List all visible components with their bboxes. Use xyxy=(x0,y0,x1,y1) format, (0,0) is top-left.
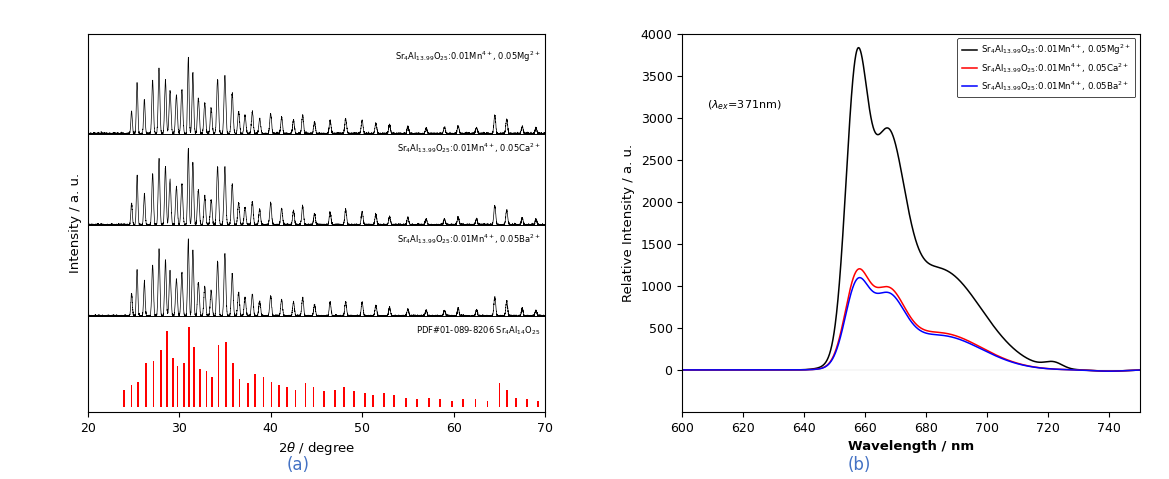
Bar xyxy=(416,399,417,407)
Sr$_4$Al$_{13.99}$O$_{25}$:0.01Mn$^{4+}$, 0.05Ca$^{2+}$ xyxy=(852,266,866,272)
Bar xyxy=(372,395,374,407)
Bar xyxy=(506,390,507,407)
Sr$_4$Al$_{13.99}$O$_{25}$:0.01Mn$^{4+}$, 0.05Ca$^{2+}$ xyxy=(676,367,690,373)
X-axis label: 2$\theta$ / degree: 2$\theta$ / degree xyxy=(278,440,355,457)
Sr$_4$Al$_{13.99}$O$_{25}$:0.01Mn$^{4+}$, 0.05Ba$^{2+}$ xyxy=(1102,368,1116,374)
Sr$_4$Al$_{13.99}$O$_{25}$:0.01Mn$^{4+}$, 0.05Ba$^{2+}$ xyxy=(1133,367,1147,373)
Bar xyxy=(177,365,178,407)
Bar xyxy=(271,382,272,407)
Bar xyxy=(383,393,385,407)
Sr$_4$Al$_{13.99}$O$_{25}$:0.01Mn$^{4+}$, 0.05Ca$^{2+}$ xyxy=(1102,368,1116,374)
Y-axis label: Intensity / a. u.: Intensity / a. u. xyxy=(69,172,82,273)
Bar xyxy=(217,345,220,407)
Sr$_4$Al$_{13.99}$O$_{25}$:0.01Mn$^{4+}$, 0.05Ca$^{2+}$ xyxy=(1133,367,1147,373)
Bar xyxy=(393,395,395,407)
Bar xyxy=(537,401,539,407)
Bar xyxy=(188,327,191,407)
Sr$_4$Al$_{13.99}$O$_{25}$:0.01Mn$^{4+}$, 0.05Mg$^{2+}$ xyxy=(676,367,690,373)
Bar xyxy=(286,388,288,407)
Sr$_4$Al$_{13.99}$O$_{25}$:0.01Mn$^{4+}$, 0.05Ca$^{2+}$ xyxy=(699,367,713,373)
Sr$_4$Al$_{13.99}$O$_{25}$:0.01Mn$^{4+}$, 0.05Ba$^{2+}$ xyxy=(699,367,713,373)
Bar xyxy=(440,399,441,407)
Text: PDF#01-089-8206 Sr$_4$Al$_{14}$O$_{25}$: PDF#01-089-8206 Sr$_4$Al$_{14}$O$_{25}$ xyxy=(416,324,540,337)
Bar xyxy=(153,361,154,407)
Sr$_4$Al$_{13.99}$O$_{25}$:0.01Mn$^{4+}$, 0.05Ca$^{2+}$ xyxy=(898,305,912,311)
Sr$_4$Al$_{13.99}$O$_{25}$:0.01Mn$^{4+}$, 0.05Ca$^{2+}$ xyxy=(886,287,900,293)
Sr$_4$Al$_{13.99}$O$_{25}$:0.01Mn$^{4+}$, 0.05Ba$^{2+}$ xyxy=(852,275,866,281)
Bar xyxy=(334,390,336,407)
Y-axis label: Relative Intensity / a. u.: Relative Intensity / a. u. xyxy=(622,144,635,302)
Bar xyxy=(137,382,139,407)
Bar xyxy=(263,377,264,407)
Sr$_4$Al$_{13.99}$O$_{25}$:0.01Mn$^{4+}$, 0.05Ba$^{2+}$ xyxy=(1120,368,1134,374)
Sr$_4$Al$_{13.99}$O$_{25}$:0.01Mn$^{4+}$, 0.05Mg$^{2+}$ xyxy=(898,189,912,194)
Bar xyxy=(295,390,296,407)
Sr$_4$Al$_{13.99}$O$_{25}$:0.01Mn$^{4+}$, 0.05Ca$^{2+}$ xyxy=(1120,368,1134,374)
Bar xyxy=(343,388,345,407)
Bar xyxy=(212,377,213,407)
Text: Sr$_4$Al$_{13.99}$O$_{25}$:0.01Mn$^{4+}$, 0.05Ca$^{2+}$: Sr$_4$Al$_{13.99}$O$_{25}$:0.01Mn$^{4+}$… xyxy=(396,141,540,155)
Line: Sr$_4$Al$_{13.99}$O$_{25}$:0.01Mn$^{4+}$, 0.05Mg$^{2+}$: Sr$_4$Al$_{13.99}$O$_{25}$:0.01Mn$^{4+}$… xyxy=(683,47,1140,371)
Bar xyxy=(124,390,125,407)
Sr$_4$Al$_{13.99}$O$_{25}$:0.01Mn$^{4+}$, 0.05Ca$^{2+}$ xyxy=(1120,368,1134,374)
Text: (a): (a) xyxy=(286,456,310,474)
Bar xyxy=(428,398,430,407)
Bar xyxy=(255,374,256,407)
Sr$_4$Al$_{13.99}$O$_{25}$:0.01Mn$^{4+}$, 0.05Mg$^{2+}$ xyxy=(886,133,900,138)
Bar xyxy=(206,371,207,407)
Sr$_4$Al$_{13.99}$O$_{25}$:0.01Mn$^{4+}$, 0.05Mg$^{2+}$ xyxy=(1102,368,1116,374)
Sr$_4$Al$_{13.99}$O$_{25}$:0.01Mn$^{4+}$, 0.05Mg$^{2+}$ xyxy=(1120,368,1134,374)
Bar xyxy=(278,385,279,407)
Sr$_4$Al$_{13.99}$O$_{25}$:0.01Mn$^{4+}$, 0.05Ba$^{2+}$ xyxy=(1036,365,1050,371)
Text: Sr$_4$Al$_{13.99}$O$_{25}$:0.01Mn$^{4+}$, 0.05Ba$^{2+}$: Sr$_4$Al$_{13.99}$O$_{25}$:0.01Mn$^{4+}$… xyxy=(396,232,540,246)
Bar xyxy=(526,399,527,407)
Bar xyxy=(238,379,241,407)
Sr$_4$Al$_{13.99}$O$_{25}$:0.01Mn$^{4+}$, 0.05Mg$^{2+}$ xyxy=(851,45,865,50)
Sr$_4$Al$_{13.99}$O$_{25}$:0.01Mn$^{4+}$, 0.05Ba$^{2+}$ xyxy=(1120,368,1134,374)
Bar xyxy=(145,363,147,407)
Sr$_4$Al$_{13.99}$O$_{25}$:0.01Mn$^{4+}$, 0.05Ba$^{2+}$ xyxy=(676,367,690,373)
Bar xyxy=(323,391,325,407)
Text: (b): (b) xyxy=(848,456,871,474)
Bar xyxy=(516,398,517,407)
Bar xyxy=(131,385,132,407)
Bar xyxy=(353,391,354,407)
Bar xyxy=(224,342,227,407)
Bar xyxy=(498,383,500,407)
Bar xyxy=(486,401,489,407)
Sr$_4$Al$_{13.99}$O$_{25}$:0.01Mn$^{4+}$, 0.05Mg$^{2+}$ xyxy=(699,367,713,373)
Bar xyxy=(182,363,185,407)
Bar xyxy=(462,399,464,407)
Bar xyxy=(160,350,161,407)
X-axis label: Wavelength / nm: Wavelength / nm xyxy=(848,440,974,453)
Text: Sr$_4$Al$_{13.99}$O$_{25}$:0.01Mn$^{4+}$, 0.05Mg$^{2+}$: Sr$_4$Al$_{13.99}$O$_{25}$:0.01Mn$^{4+}$… xyxy=(395,50,540,64)
Bar xyxy=(475,399,477,407)
Bar xyxy=(166,331,168,407)
Sr$_4$Al$_{13.99}$O$_{25}$:0.01Mn$^{4+}$, 0.05Ba$^{2+}$ xyxy=(898,309,912,315)
Line: Sr$_4$Al$_{13.99}$O$_{25}$:0.01Mn$^{4+}$, 0.05Ca$^{2+}$: Sr$_4$Al$_{13.99}$O$_{25}$:0.01Mn$^{4+}$… xyxy=(683,269,1140,371)
Bar xyxy=(451,401,452,407)
Line: Sr$_4$Al$_{13.99}$O$_{25}$:0.01Mn$^{4+}$, 0.05Ba$^{2+}$: Sr$_4$Al$_{13.99}$O$_{25}$:0.01Mn$^{4+}$… xyxy=(683,278,1140,371)
Sr$_4$Al$_{13.99}$O$_{25}$:0.01Mn$^{4+}$, 0.05Ba$^{2+}$ xyxy=(886,292,900,298)
Bar xyxy=(200,369,201,407)
Bar xyxy=(247,383,249,407)
Bar xyxy=(193,347,194,407)
Bar xyxy=(406,398,407,407)
Bar xyxy=(305,383,306,407)
Sr$_4$Al$_{13.99}$O$_{25}$:0.01Mn$^{4+}$, 0.05Mg$^{2+}$ xyxy=(1120,368,1134,374)
Bar xyxy=(233,363,234,407)
Bar xyxy=(364,393,366,407)
Sr$_4$Al$_{13.99}$O$_{25}$:0.01Mn$^{4+}$, 0.05Ca$^{2+}$ xyxy=(1036,365,1050,371)
Bar xyxy=(172,358,173,407)
Text: ($\lambda_{ex}$=371nm): ($\lambda_{ex}$=371nm) xyxy=(707,98,781,112)
Bar xyxy=(313,388,314,407)
Legend: Sr$_4$Al$_{13.99}$O$_{25}$:0.01Mn$^{4+}$, 0.05Mg$^{2+}$, Sr$_4$Al$_{13.99}$O$_{2: Sr$_4$Al$_{13.99}$O$_{25}$:0.01Mn$^{4+}$… xyxy=(957,38,1135,97)
Sr$_4$Al$_{13.99}$O$_{25}$:0.01Mn$^{4+}$, 0.05Mg$^{2+}$ xyxy=(1036,359,1050,365)
Sr$_4$Al$_{13.99}$O$_{25}$:0.01Mn$^{4+}$, 0.05Mg$^{2+}$ xyxy=(1133,367,1147,373)
